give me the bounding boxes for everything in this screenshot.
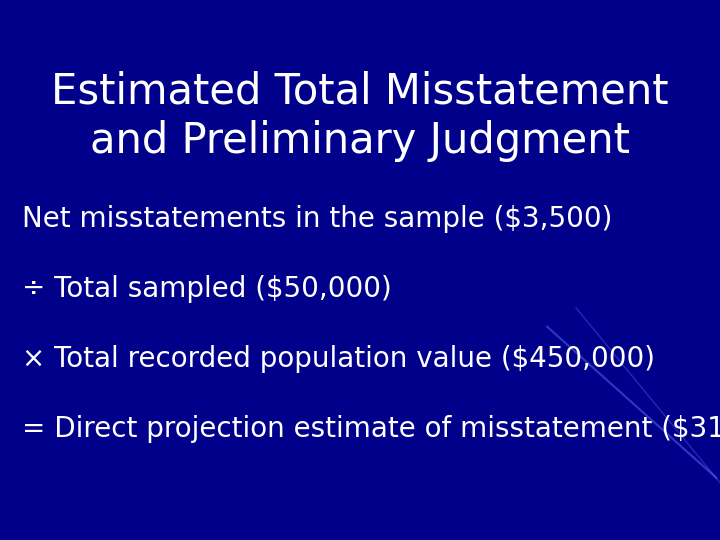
Text: = Direct projection estimate of misstatement ($31,500): = Direct projection estimate of misstate…: [22, 415, 720, 443]
Text: Net misstatements in the sample ($3,500): Net misstatements in the sample ($3,500): [22, 205, 612, 233]
Text: ÷ Total sampled ($50,000): ÷ Total sampled ($50,000): [22, 275, 392, 303]
Text: × Total recorded population value ($450,000): × Total recorded population value ($450,…: [22, 345, 654, 373]
Text: Estimated Total Misstatement
and Preliminary Judgment: Estimated Total Misstatement and Prelimi…: [51, 70, 669, 163]
